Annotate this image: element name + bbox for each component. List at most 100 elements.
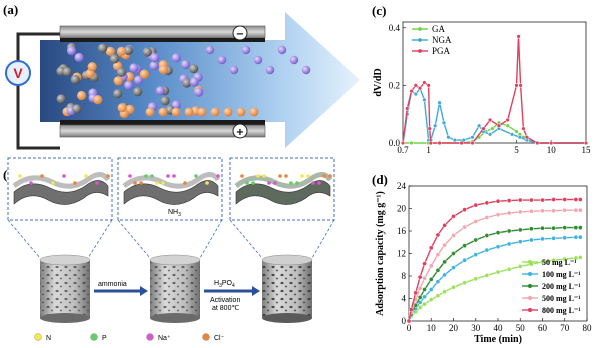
dopant-dot (300, 174, 304, 178)
series-point (451, 284, 456, 290)
inset-connectors (7, 219, 335, 259)
series-point (413, 290, 419, 296)
legend-marker (527, 283, 533, 289)
carbon-cylinder-1 (39, 254, 91, 323)
dopant-dot (161, 181, 165, 185)
ion-particle (67, 46, 77, 56)
dopant-dot (95, 181, 99, 185)
series-point (529, 197, 534, 203)
series-point (451, 233, 456, 238)
series-point (409, 88, 414, 94)
series-point (517, 209, 523, 215)
ion-particle (56, 94, 66, 104)
series-point (428, 263, 434, 269)
series-point (473, 237, 479, 243)
dopant-dot (328, 174, 332, 178)
bottom-electrode-plate (59, 124, 266, 138)
legend-element-label: Na⁺ (158, 335, 171, 342)
dopant-dot (278, 174, 282, 178)
series-point (451, 251, 456, 256)
legend-marker (527, 295, 533, 301)
ion-particle (210, 107, 220, 117)
series-point (495, 212, 501, 218)
ion-particle (253, 55, 263, 65)
ion-particle (98, 43, 108, 53)
x-tick-label: 60 (538, 323, 548, 333)
series-point (422, 80, 427, 85)
graphene-sheet-3 (234, 172, 333, 205)
ion-particle (62, 67, 72, 77)
positive-sign-icon (232, 123, 248, 139)
series-point (442, 259, 447, 265)
ion-particle (77, 90, 87, 101)
y-tick-label: 0.0 (389, 138, 401, 148)
series-point (573, 234, 579, 240)
process-arrow-1 (94, 286, 148, 296)
ion-particle (93, 95, 103, 105)
series-point (473, 202, 479, 208)
series-point (577, 255, 583, 260)
series-point (422, 287, 427, 292)
series-point (540, 236, 545, 242)
legend-label: PGA (432, 46, 451, 56)
series-point (484, 200, 490, 206)
ion-particle (189, 64, 199, 74)
series-point (435, 268, 441, 273)
series-point (495, 269, 501, 275)
dopant-dot (51, 181, 55, 185)
minus-symbol: − (236, 29, 244, 40)
series-point (529, 226, 534, 232)
series-point (417, 274, 423, 280)
legend-label: 50 mg L⁻¹ (542, 258, 577, 267)
series-point (435, 279, 441, 284)
temperature-label: at 800℃ (212, 305, 239, 312)
series-point (535, 140, 540, 146)
series-point (540, 259, 545, 265)
dopant-dot (84, 174, 88, 178)
ion-particle (184, 107, 194, 117)
series-point (417, 286, 423, 291)
ion-particle (87, 62, 97, 72)
series-point (562, 197, 568, 202)
legend-label: 800 mg L⁻¹ (542, 306, 581, 315)
series-point (495, 198, 501, 204)
x-axis-title: Time (min) (474, 334, 522, 345)
dopant-dot (262, 174, 266, 178)
dopant-dot (106, 174, 110, 178)
carbon-cylinder-2 (149, 254, 201, 323)
x-tick-label: 5 (514, 145, 519, 155)
series-point (428, 245, 434, 251)
series-point (518, 83, 523, 88)
ion-particle (105, 46, 115, 57)
ion-particle (145, 107, 155, 117)
nh3-label: NH3 (168, 209, 181, 218)
series-point (551, 225, 556, 231)
panel-d-label: (d) (372, 172, 388, 187)
series-point (484, 247, 490, 253)
series-point (409, 140, 414, 146)
ion-particle (124, 80, 134, 90)
series-point (428, 277, 434, 282)
series-point (529, 208, 534, 214)
series-point (484, 233, 490, 238)
series-point (435, 232, 441, 238)
series-point (422, 97, 427, 102)
series-point (484, 273, 490, 278)
series-point (506, 241, 512, 247)
y-tick-label: 8 (402, 271, 407, 281)
series-point (476, 123, 482, 128)
ion-particle (158, 107, 168, 117)
legend-marker (418, 38, 422, 42)
series-point (529, 237, 534, 243)
dopant-dot (166, 174, 170, 178)
ion-particle (117, 103, 127, 113)
dopant-dot (18, 174, 22, 178)
series-point (514, 129, 519, 134)
series-point (517, 227, 523, 233)
series-point (442, 272, 447, 278)
y-tick-label: 0.2 (389, 80, 400, 90)
ion-particle (133, 75, 144, 85)
series-point (437, 100, 442, 105)
dopant-dot (128, 174, 132, 178)
series-point (442, 242, 447, 248)
